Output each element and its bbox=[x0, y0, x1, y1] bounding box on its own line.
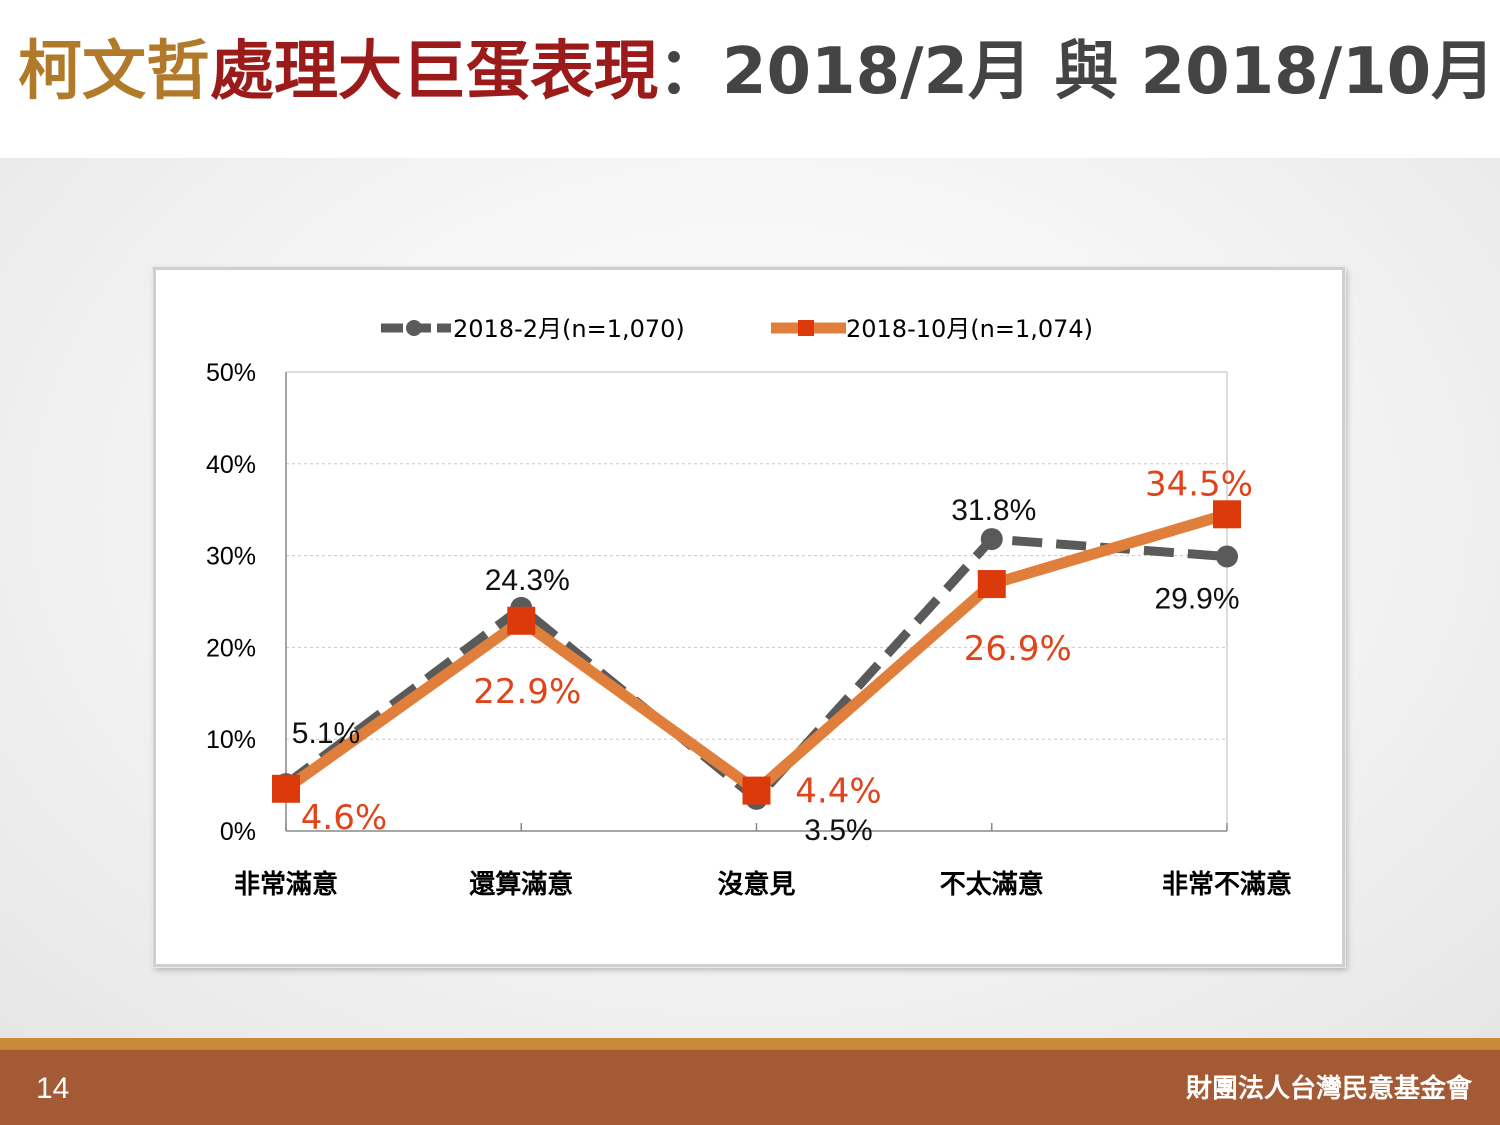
legend-marker-2018-feb bbox=[406, 320, 422, 336]
y-tick-label: 40% bbox=[206, 451, 256, 479]
line-chart: 0% 10% 20% 30% 40% 50% 非常滿意 還算滿意 沒意見 不太滿意 非常不滿意 5.1… bbox=[206, 315, 1292, 900]
y-tick-label: 30% bbox=[206, 543, 256, 571]
x-tick-label: 沒意見 bbox=[717, 869, 795, 900]
series-line-2018-feb bbox=[283, 534, 1228, 804]
data-label-2018-feb: 5.1% bbox=[292, 717, 360, 750]
x-tick-label: 非常不滿意 bbox=[1162, 869, 1292, 900]
data-label-2018-oct: 22.9% bbox=[473, 672, 581, 712]
y-tick-label: 20% bbox=[206, 634, 256, 662]
series-point-2018-oct bbox=[272, 774, 300, 803]
data-label-2018-oct: 4.4% bbox=[795, 772, 881, 812]
page-number: 14 bbox=[36, 1072, 70, 1105]
chart-frame: 0% 10% 20% 30% 40% 50% 非常滿意 還算滿意 沒意見 不太滿意 非常不滿意 5.1… bbox=[153, 267, 1345, 967]
data-label-2018-oct: 26.9% bbox=[964, 629, 1072, 669]
data-label-2018-feb: 3.5% bbox=[804, 814, 872, 847]
series-point-2018-oct bbox=[977, 570, 1006, 599]
legend-label-2018-feb: 2018-2月(n=1,070) bbox=[453, 315, 685, 343]
footer-accent-bar bbox=[0, 1038, 1500, 1050]
title-topic: 處理大巨蛋表現 bbox=[210, 35, 658, 109]
data-label-2018-oct: 34.5% bbox=[1145, 464, 1253, 504]
series-point-2018-feb bbox=[980, 528, 1003, 551]
y-tick-label: 0% bbox=[220, 818, 256, 846]
series-point-2018-oct bbox=[507, 606, 536, 635]
title-subject: 柯文哲 bbox=[18, 35, 210, 109]
data-label-2018-oct: 4.6% bbox=[301, 798, 387, 838]
title-bar: 柯文哲處理大巨蛋表現：2018/2月 與 2018/10月 bbox=[0, 0, 1500, 158]
legend-label-2018-oct: 2018-10月(n=1,074) bbox=[846, 315, 1093, 343]
y-tick-label: 50% bbox=[206, 359, 256, 387]
footer-bar bbox=[0, 1050, 1500, 1125]
page-title: 柯文哲處理大巨蛋表現：2018/2月 與 2018/10月 bbox=[18, 40, 1495, 104]
series-point-2018-oct bbox=[1213, 500, 1241, 529]
x-tick-label: 非常滿意 bbox=[234, 869, 338, 900]
legend-marker-2018-oct bbox=[798, 320, 814, 336]
data-label-2018-feb: 29.9% bbox=[1154, 583, 1239, 616]
x-tick-label: 不太滿意 bbox=[940, 869, 1044, 900]
organization-name: 財團法人台灣民意基金會 bbox=[1185, 1074, 1472, 1104]
data-label-2018-feb: 31.8% bbox=[951, 494, 1036, 527]
series-point-2018-oct bbox=[742, 776, 771, 805]
data-label-2018-feb: 24.3% bbox=[485, 564, 570, 597]
title-period: ：2018/2月 與 2018/10月 bbox=[658, 35, 1496, 109]
series-point-2018-feb bbox=[1216, 545, 1238, 568]
x-tick-label: 還算滿意 bbox=[469, 869, 573, 900]
y-tick-label: 10% bbox=[206, 726, 256, 754]
